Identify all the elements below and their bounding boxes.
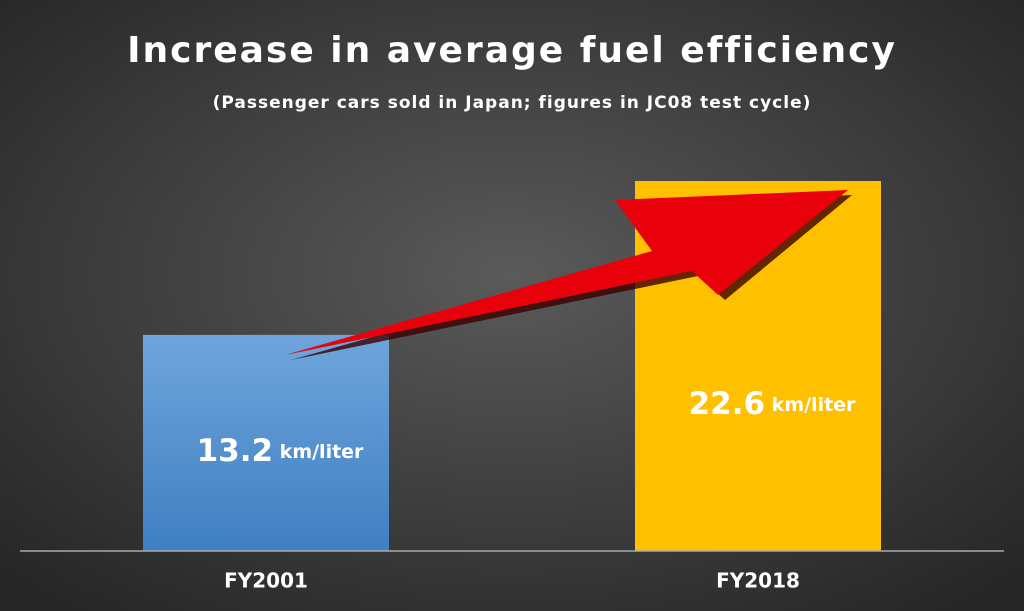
labels: FY2001 13.2 km/liter FY2018 22.6 km/liter	[197, 386, 856, 593]
value-label: 13.2 km/liter	[197, 433, 364, 469]
chart-title: Increase in average fuel efficiency	[127, 30, 897, 71]
arrow	[285, 190, 848, 355]
trend-arrow	[285, 190, 852, 360]
chart-subtitle: (Passenger cars sold in Japan; figures i…	[213, 93, 812, 113]
value-label: 22.6 km/liter	[689, 386, 856, 422]
bar	[143, 334, 389, 551]
x-tick-label: FY2018	[716, 569, 800, 593]
x-tick-label: FY2001	[224, 569, 308, 593]
